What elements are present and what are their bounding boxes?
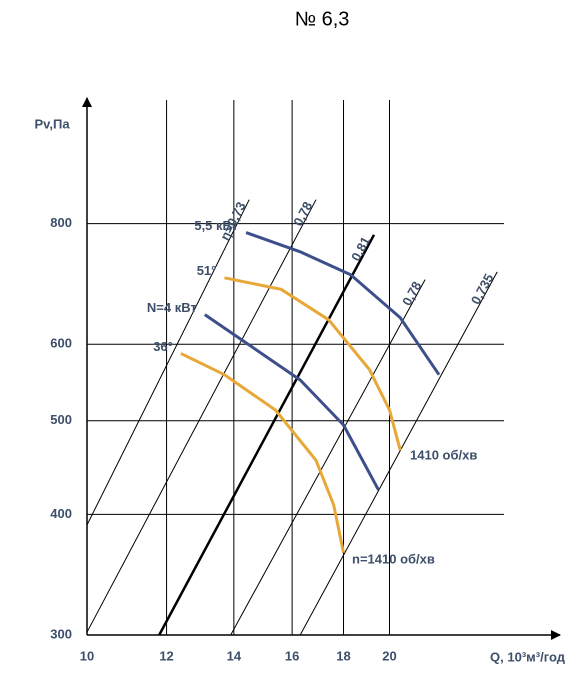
series-line [224,276,402,451]
series-line [86,199,317,633]
chart-title: № 6,3 [295,8,350,30]
x-axis-label: Q, 10³м³/год [490,649,566,664]
series-line [299,271,498,636]
series-line [230,279,426,636]
series-line [86,199,250,526]
y-tick-label: 800 [50,215,72,230]
series-line [158,234,376,636]
series-label: 5,5 кВт [194,218,238,233]
y-tick-label: 300 [50,626,72,641]
annotation: 1410 об/хв [410,447,477,462]
series-label: N=4 кВт [147,300,197,315]
series-line [203,313,380,491]
series-label: 0,81 [348,234,373,263]
series-label: 0,735 [468,271,497,307]
x-tick-label: 10 [80,648,94,663]
x-tick-label: 14 [227,648,242,663]
series-line [180,352,345,554]
y-axis-label: Pv,Па [34,116,70,131]
x-tick-label: 18 [336,648,350,663]
series-label: 0,78 [399,279,424,308]
y-tick-label: 600 [50,336,72,351]
series-label: 36° [153,339,173,354]
y-tick-label: 400 [50,506,72,521]
series-label: 51° [197,263,217,278]
annotation: n=1410 об/хв [352,551,435,566]
x-tick-label: 12 [159,648,173,663]
x-tick-label: 16 [285,648,299,663]
series-line [245,231,441,376]
x-tick-label: 20 [382,648,396,663]
y-tick-label: 500 [50,412,72,427]
